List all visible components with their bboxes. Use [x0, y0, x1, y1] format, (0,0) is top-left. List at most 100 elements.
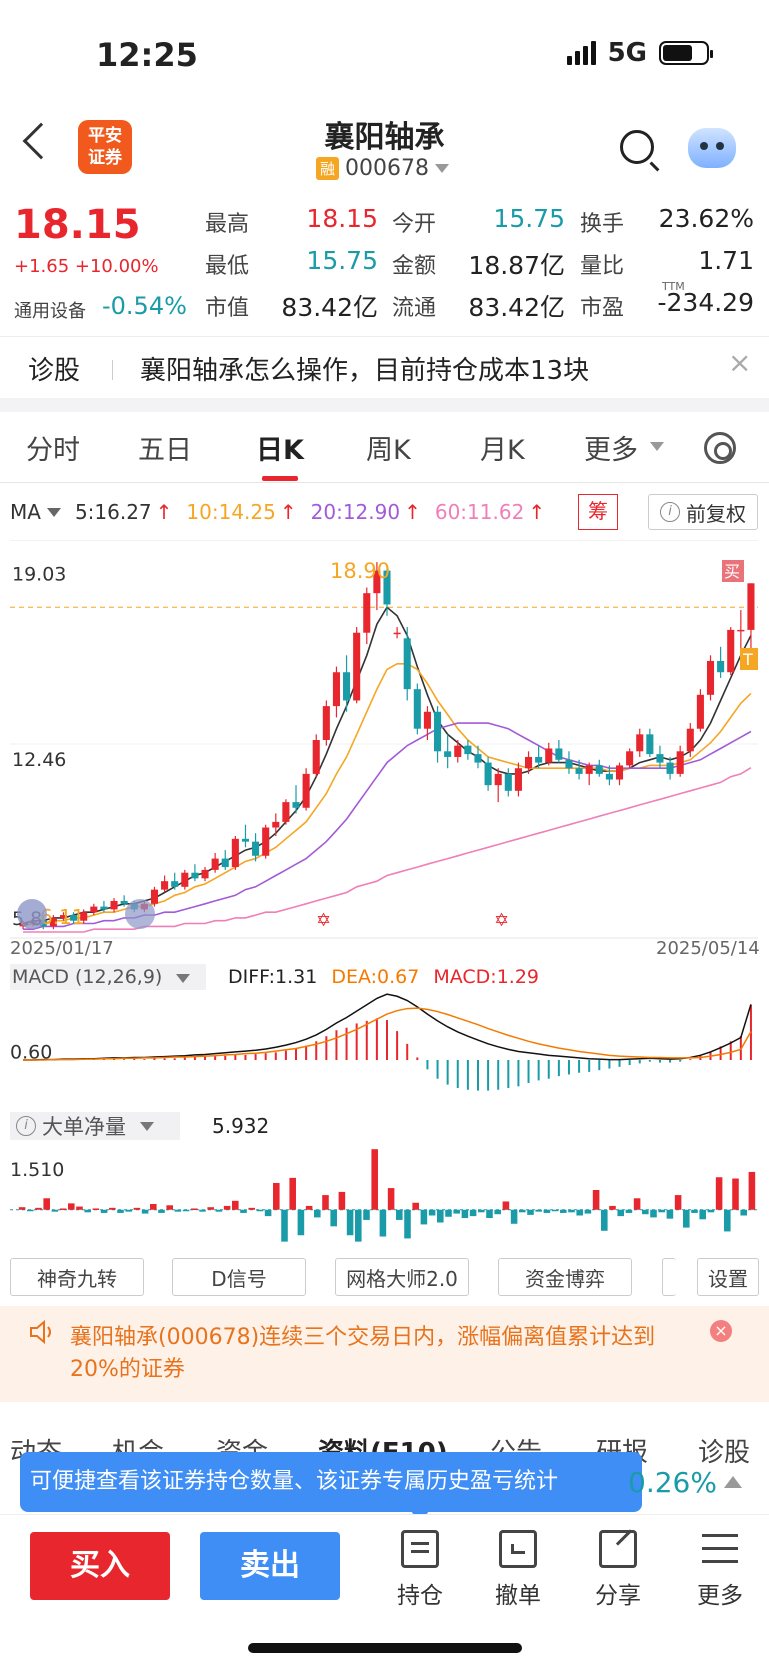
- tool-button-1[interactable]: D信号: [172, 1258, 306, 1296]
- order-bar: [560, 1209, 567, 1213]
- order-bar: [519, 1209, 526, 1213]
- positions-button[interactable]: 持仓: [380, 1530, 460, 1610]
- indicator-selector[interactable]: i 大单净量: [10, 1112, 180, 1140]
- candle-body: [636, 734, 644, 752]
- candle-body: [727, 629, 735, 673]
- candle-body: [444, 751, 452, 757]
- search-icon[interactable]: [620, 130, 654, 164]
- close-icon[interactable]: ×: [710, 1320, 732, 1342]
- quote-value: 83.42亿: [281, 293, 378, 322]
- more-button[interactable]: 更多: [680, 1530, 760, 1610]
- diagnosis-label: 诊股: [28, 356, 81, 386]
- quote-label: 今开: [392, 212, 437, 237]
- candle-body: [646, 734, 654, 755]
- diagnosis-question[interactable]: 襄阳轴承怎么操作，目前持仓成本13块: [140, 356, 590, 386]
- candle: [514, 762, 522, 797]
- close-icon[interactable]: ×: [728, 346, 752, 379]
- refresh-icon: [125, 899, 155, 929]
- candle-body: [282, 802, 290, 822]
- tab-4[interactable]: 月K: [480, 435, 525, 466]
- sector-label[interactable]: 通用设备: [14, 301, 86, 322]
- chevron-down-icon: [46, 507, 61, 517]
- feature-tooltip[interactable]: 可便捷查看该证券持仓数量、该证券专属历史盈亏统计: [20, 1452, 642, 1512]
- diagnosis-bar[interactable]: [0, 336, 769, 398]
- candle-body: [585, 765, 593, 774]
- alert-text: 襄阳轴承(000678)连续三个交易日内，涨幅偏离值累计达到20%的证券: [70, 1325, 656, 1382]
- candle-body: [535, 756, 543, 763]
- candle-body: [615, 765, 624, 780]
- diff-value: DIFF:1.31: [228, 966, 318, 988]
- divider: [0, 482, 769, 483]
- sell-button[interactable]: 卖出: [200, 1532, 340, 1600]
- candle-body: [434, 711, 442, 752]
- gear-icon[interactable]: [704, 432, 736, 464]
- cancel-order-button[interactable]: 撤单: [478, 1530, 558, 1610]
- candle: [353, 627, 361, 704]
- dea-value: DEA:0.67: [331, 966, 420, 988]
- candle-body: [393, 632, 401, 635]
- order-bar: [199, 1209, 206, 1212]
- order-bar: [117, 1209, 124, 1213]
- big-order-chart[interactable]: 1.510: [10, 1142, 758, 1252]
- candle-body: [150, 889, 159, 904]
- order-bar: [289, 1177, 296, 1210]
- ma-selector[interactable]: MA: [10, 500, 61, 524]
- stock-code-selector[interactable]: 融 000678: [316, 156, 449, 181]
- order-bar: [674, 1195, 682, 1210]
- candle-body: [211, 858, 219, 870]
- ma-value-text: 5:16.27: [74, 500, 152, 524]
- tool-button-partial[interactable]: [662, 1258, 676, 1296]
- order-bar: [469, 1209, 477, 1217]
- candle-body: [312, 740, 320, 774]
- candle: [727, 627, 735, 676]
- order-bar: [715, 1177, 723, 1210]
- tab-0[interactable]: 分时: [26, 435, 80, 466]
- order-bar: [592, 1189, 600, 1210]
- sector-change[interactable]: -0.54%: [102, 292, 187, 320]
- candle: [595, 759, 603, 777]
- candle: [676, 745, 684, 777]
- candle-body: [272, 821, 280, 828]
- candle: [383, 564, 391, 616]
- order-bar: [568, 1209, 575, 1213]
- tab-1[interactable]: 五日: [138, 435, 192, 466]
- positions-label: 持仓: [397, 1583, 443, 1609]
- order-bar: [133, 1207, 141, 1210]
- share-button[interactable]: 分享: [578, 1529, 658, 1610]
- macd-chart[interactable]: 0.60: [10, 988, 758, 1098]
- event-marker-icon: ✡: [316, 910, 331, 931]
- chevron-up-icon[interactable]: [724, 1476, 742, 1488]
- order-bar: [691, 1209, 698, 1213]
- tool-button-3[interactable]: 资金博弈: [498, 1258, 632, 1296]
- order-bar: [100, 1209, 108, 1213]
- tool-button-0[interactable]: 神奇九转: [10, 1258, 144, 1296]
- tool-button-2[interactable]: 网格大师2.0: [335, 1258, 469, 1296]
- order-bar: [158, 1209, 165, 1213]
- macd-selector[interactable]: MACD (12,26,9): [10, 964, 206, 990]
- order-bar: [338, 1191, 346, 1210]
- candle: [686, 723, 694, 757]
- tab-5[interactable]: 更多: [584, 435, 638, 466]
- macd-y-tick: 0.60: [10, 1042, 52, 1064]
- candle: [535, 745, 543, 769]
- assistant-robot-icon[interactable]: [688, 128, 736, 168]
- adjust-mode-button[interactable]: i 前复权: [648, 494, 758, 530]
- candle-body: [49, 917, 57, 927]
- chip-distribution-button[interactable]: 筹: [578, 494, 618, 530]
- candle: [100, 900, 108, 913]
- candle: [504, 768, 512, 797]
- tab-3[interactable]: 周K: [366, 435, 411, 466]
- order-bar: [387, 1188, 395, 1210]
- share-icon: [599, 1529, 637, 1568]
- candle: [282, 799, 290, 825]
- tool-button-4[interactable]: 设置: [697, 1258, 759, 1296]
- buy-button[interactable]: 买入: [30, 1532, 170, 1600]
- order-bar: [346, 1209, 354, 1236]
- ma-label: MA: [10, 500, 41, 524]
- order-bar: [109, 1207, 116, 1210]
- candle: [181, 869, 189, 890]
- tab-2[interactable]: 日K: [256, 435, 304, 466]
- content-tab-6[interactable]: 诊股: [698, 1438, 751, 1468]
- quote-label: 流通: [392, 296, 437, 321]
